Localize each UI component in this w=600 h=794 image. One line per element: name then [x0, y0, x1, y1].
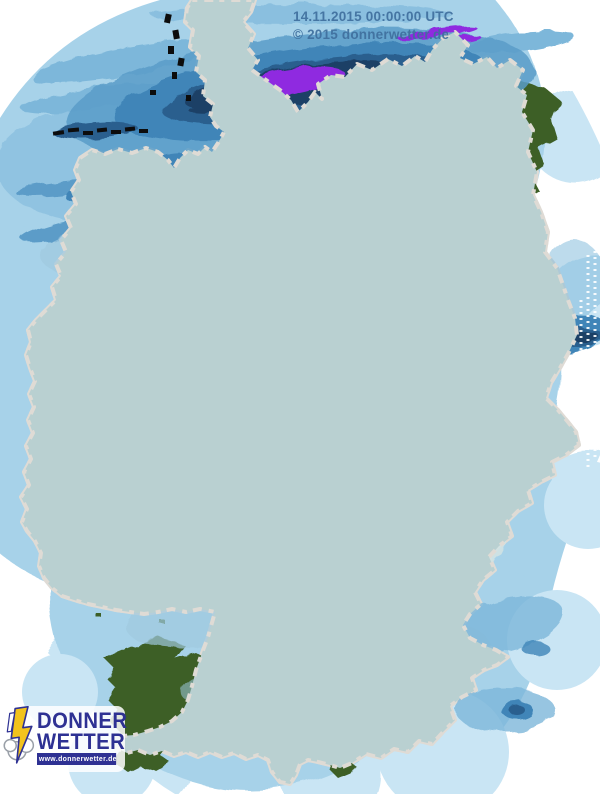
timestamp-overlay: 14.11.2015 00:00:00 UTC © 2015 donnerwet…	[293, 8, 454, 44]
logo-word-wetter: WETTER	[37, 729, 126, 754]
donnerwetter-logo: DONNER WETTER www.donnerwetter.de	[3, 706, 128, 776]
map-timestamp: 14.11.2015 00:00:00 UTC	[293, 9, 454, 24]
frisian-islands	[52, 13, 191, 136]
lightning-bolt-icon	[3, 706, 35, 764]
logo-url: www.donnerwetter.de	[37, 753, 117, 765]
logo-text: DONNER WETTER www.donnerwetter.de	[37, 708, 128, 765]
logo-word-donner: DONNER	[37, 708, 128, 733]
edge-speckles	[579, 245, 597, 470]
map-copyright: © 2015 donnerwetter.de	[293, 27, 450, 42]
